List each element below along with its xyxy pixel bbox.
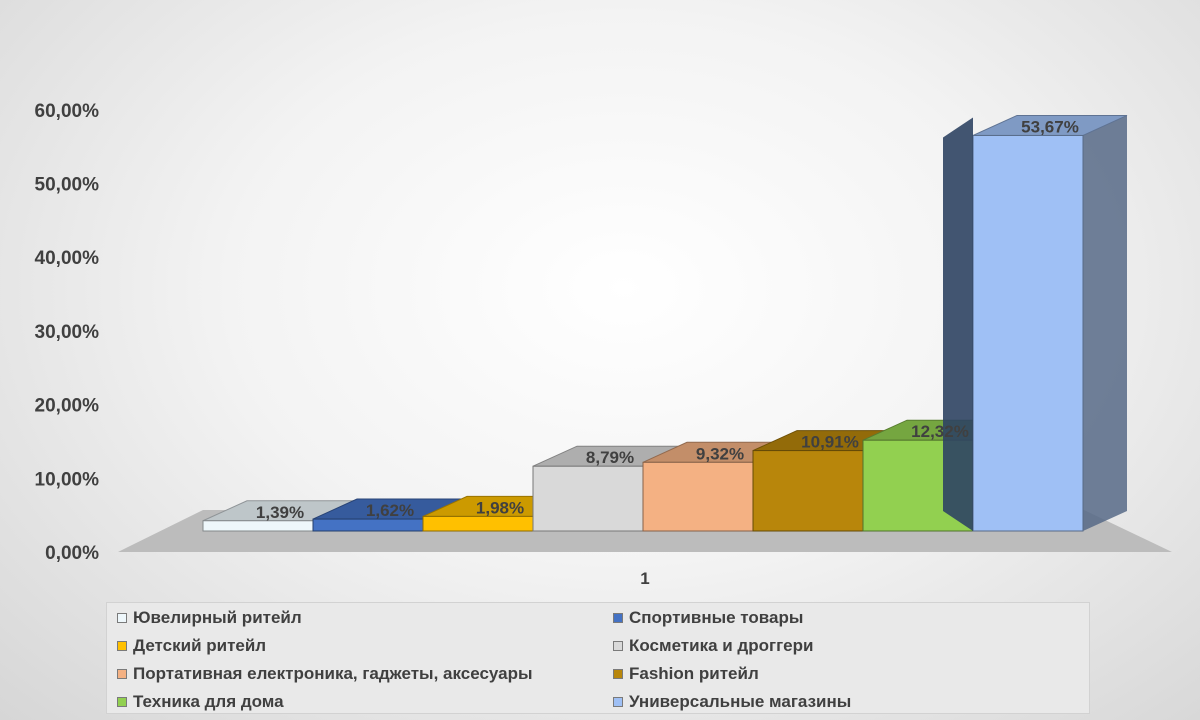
bar-back-side (943, 117, 973, 532)
y-tick-label: 30,00% (35, 322, 100, 343)
y-tick-label: 0,00% (45, 543, 99, 564)
data-label: 12,32% (911, 422, 969, 441)
data-label: 10,91% (801, 433, 859, 452)
data-label: 9,32% (696, 444, 744, 463)
y-tick-label: 60,00% (35, 101, 100, 122)
bar (752, 450, 864, 532)
legend-item: Спортивные товары (613, 604, 1089, 632)
legend-label: Детский ритейл (133, 636, 267, 655)
legend-swatch (117, 669, 127, 679)
legend-label: Универсальные магазины (629, 692, 852, 711)
bar (312, 518, 424, 532)
data-label: 53,67% (1021, 117, 1079, 136)
legend-swatch (613, 669, 623, 679)
bar (532, 465, 644, 532)
legend-swatch (117, 613, 127, 623)
legend-item: Ювелирный ритейл (117, 604, 613, 632)
bar (422, 515, 534, 532)
legend-swatch (117, 697, 127, 707)
legend-item: Техника для дома (117, 688, 613, 716)
legend-item: Портативная електроника, гаджеты, аксесу… (117, 660, 613, 688)
legend-item: Косметика и дроггери (613, 632, 1089, 660)
legend-label: Техника для дома (133, 692, 284, 711)
legend-item: Fashion ритейл (613, 660, 1089, 688)
y-tick-label: 20,00% (35, 396, 100, 417)
legend-label: Ювелирный ритейл (133, 608, 302, 627)
bar (972, 134, 1084, 532)
y-tick-label: 10,00% (35, 469, 100, 490)
legend-swatch (613, 613, 623, 623)
legend-item: Детский ритейл (117, 632, 613, 660)
chart-legend: Ювелирный ритейл Спортивные товары Детский… (106, 602, 1090, 714)
data-label: 1,62% (366, 501, 414, 520)
legend-item: Универсальные магазины (613, 688, 1089, 716)
legend-swatch (117, 641, 127, 651)
legend-swatch (613, 641, 623, 651)
y-tick-label: 50,00% (35, 175, 100, 196)
x-tick-label: 1 (640, 569, 649, 588)
legend-label: Спортивные товары (629, 608, 804, 627)
bar (642, 461, 754, 532)
data-label: 8,79% (586, 448, 634, 467)
data-label: 1,98% (476, 498, 524, 517)
legend-label: Косметика и дроггери (629, 636, 814, 655)
legend-label: Портативная електроника, гаджеты, аксесу… (133, 664, 533, 683)
legend-label: Fashion ритейл (629, 664, 759, 683)
legend-swatch (613, 697, 623, 707)
bar-side (1083, 115, 1127, 532)
chart-plot-area: 0,00% 10,00% 20,00% 30,00% 40,00% 50,00% 60,00… (35, 101, 1172, 588)
y-tick-label: 40,00% (35, 248, 100, 269)
data-label: 1,39% (256, 503, 304, 522)
bar (202, 520, 314, 532)
